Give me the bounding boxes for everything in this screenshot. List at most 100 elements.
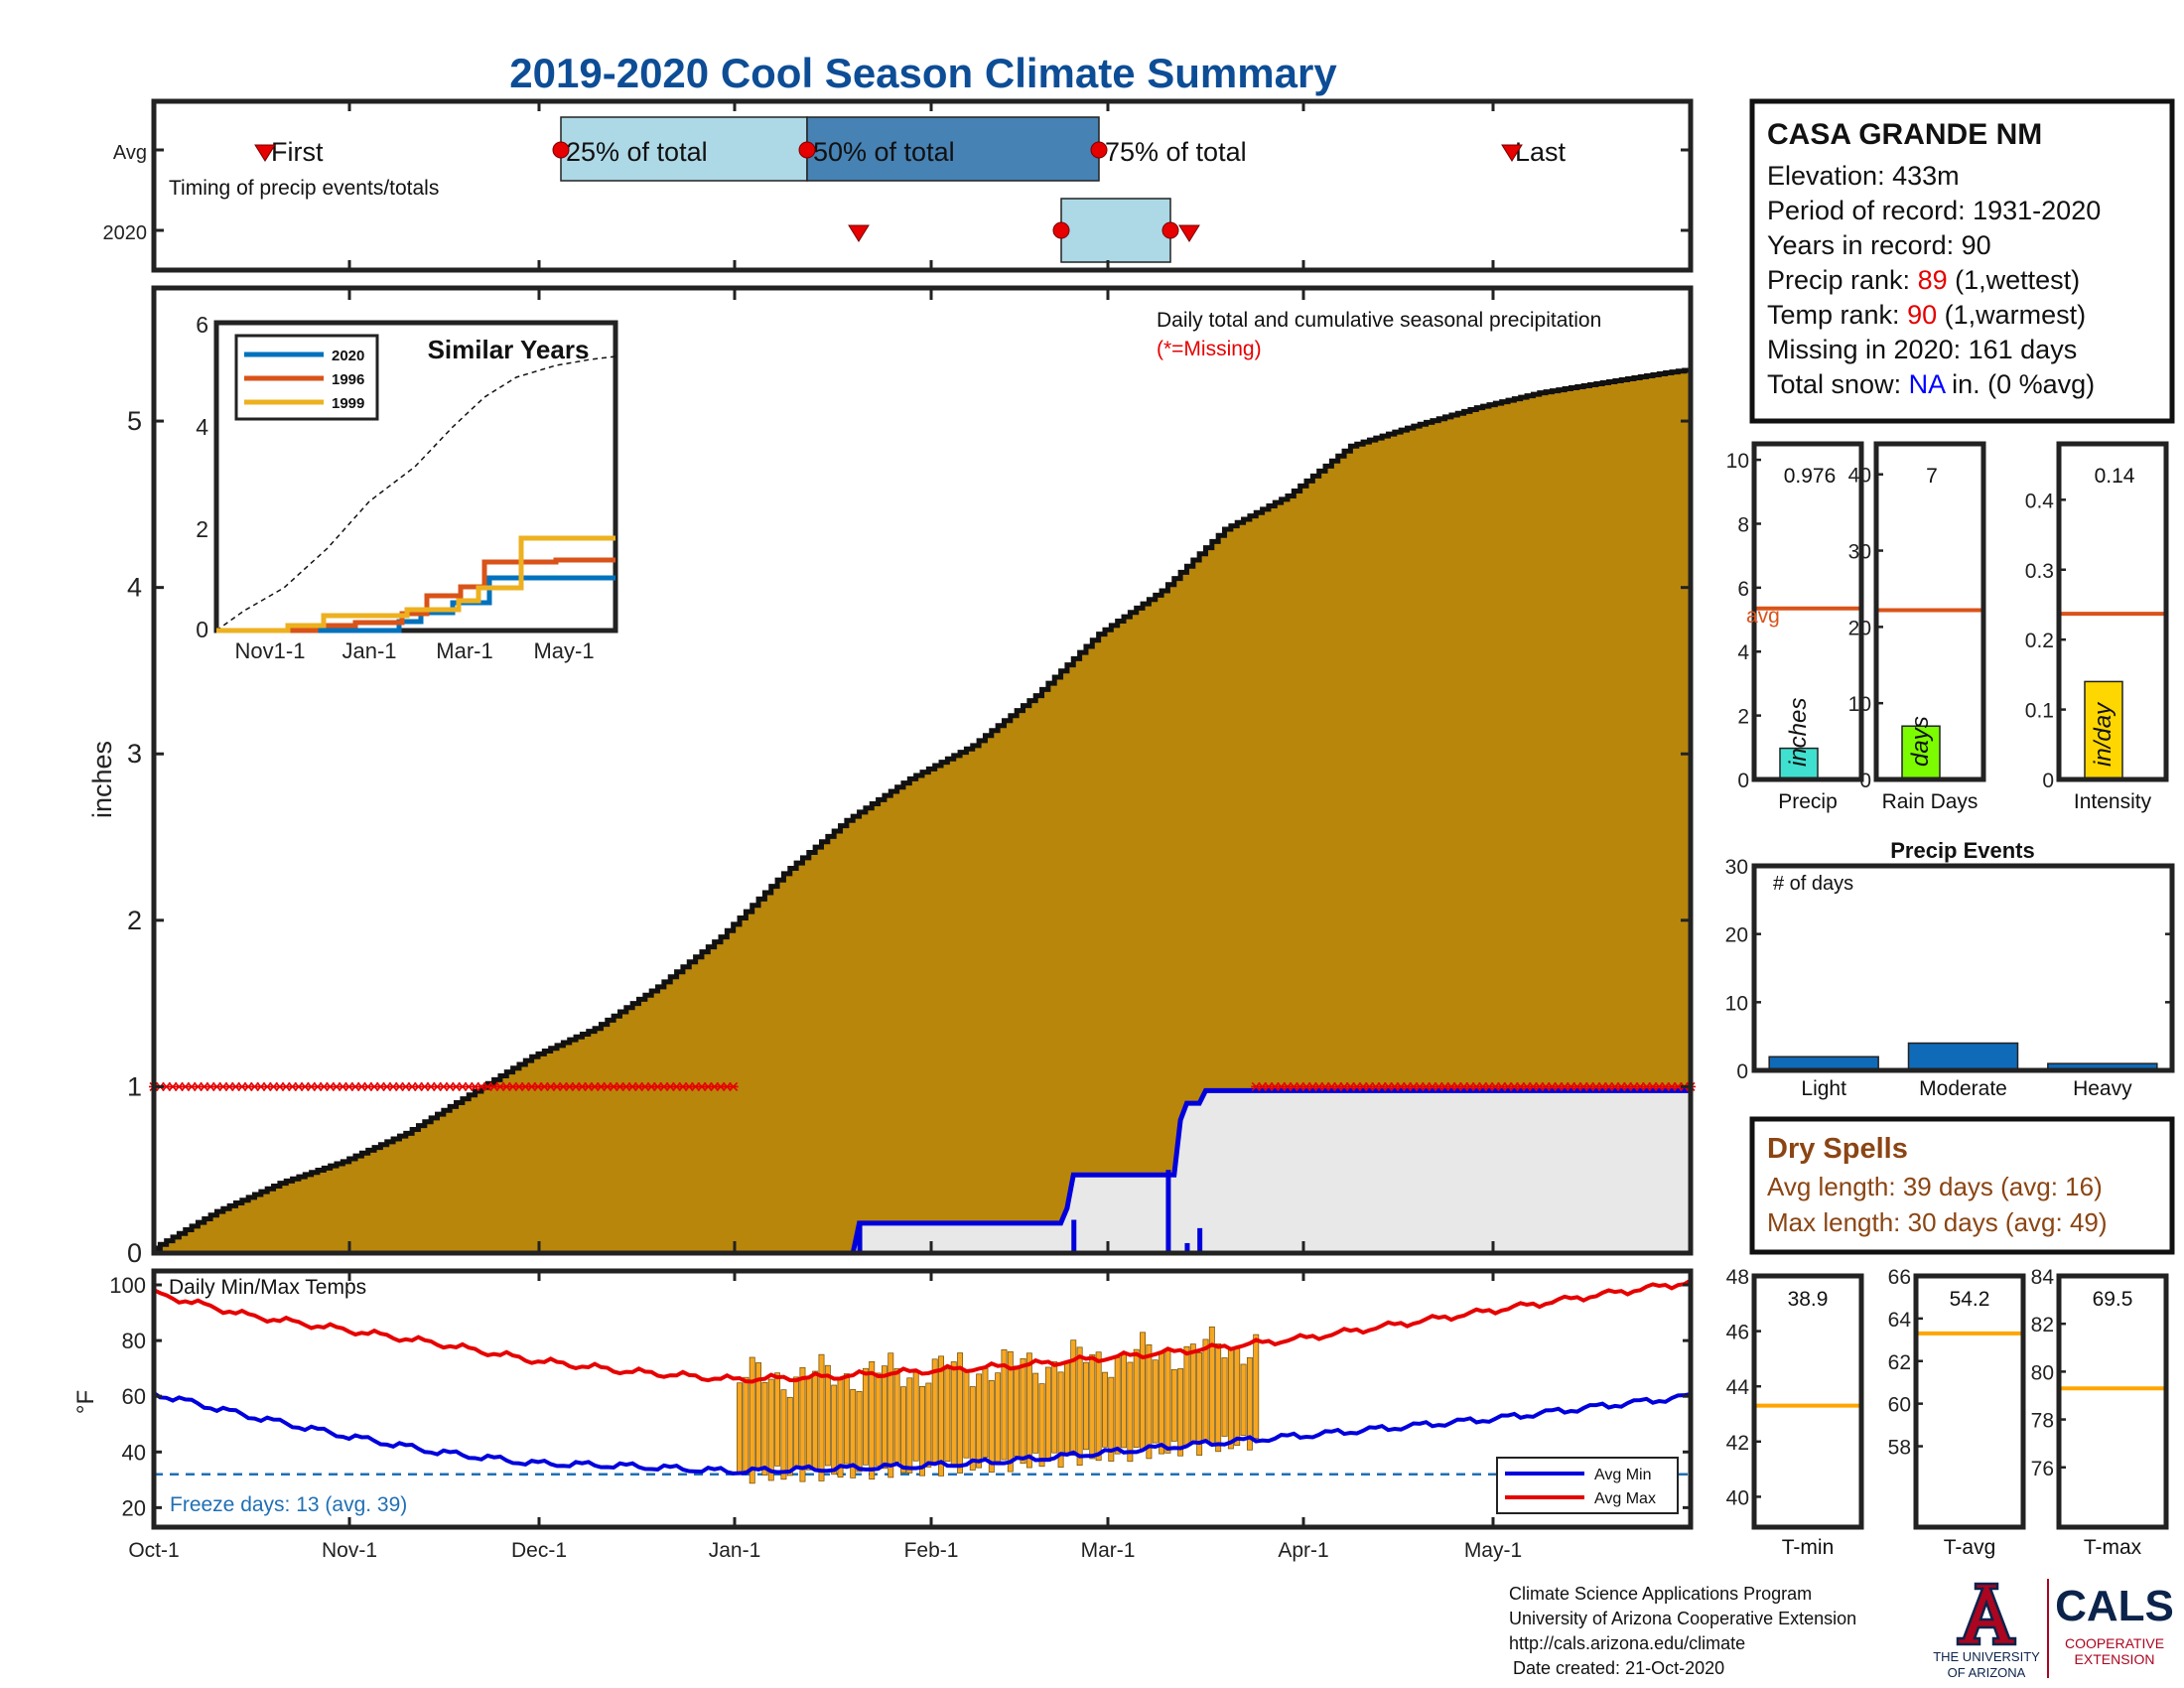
temp-ytick-label: 80 [122,1329,146,1353]
daily-temp-bar [950,1361,957,1468]
station-elevation: Elevation: 433m [1767,161,1960,191]
daily-temp-bar [869,1360,876,1480]
precip-rank-label: Precip rank: [1767,265,1918,295]
credits-line-1: Climate Science Applications Program [1509,1584,1812,1604]
inset-xtick-jan: Jan-1 [341,638,396,663]
event-category-label: Moderate [1919,1077,2007,1100]
temp-stat-value-label: 38.9 [1788,1288,1829,1311]
station-temp-rank: Temp rank: 90 (1,warmest) [1767,300,2086,330]
temp-stat-ytick-label: 84 [2031,1266,2055,1289]
dry-spells-max: Max length: 30 days (avg: 49) [1767,1207,2108,1237]
main-missing-note: (*=Missing) [1157,338,1262,360]
precip-main-panel: 0 1 2 3 4 5 [127,285,1696,1268]
event-category-label: Light [1801,1077,1846,1100]
stat-ytick-label: 6 [1737,578,1749,601]
month-label-may: May-1 [1464,1539,1522,1562]
daily-temp-bar [1253,1334,1260,1440]
stat-unit-label: in/day [2090,701,2116,767]
legend-avg-min-label: Avg Min [1594,1467,1652,1483]
timing-avg-25-marker [552,141,570,159]
daily-precip-bar [1197,1227,1203,1253]
precip-events-panel: Light Moderate Heavy 0 10 20 30 [1725,856,2175,1100]
daily-temp-bar [1051,1361,1058,1454]
events-ytick-label: 30 [1725,856,1748,879]
station-years: Years in record: 90 [1767,230,1991,260]
credits: Climate Science Applications Program Uni… [1509,1584,1856,1678]
stat-ytick-label: 0.1 [2025,700,2054,723]
stat-ytick-label: 10 [1848,693,1871,716]
daily-temp-bar [988,1380,995,1474]
daily-temp-bar [737,1382,743,1475]
stat-value-label: 0.14 [2095,465,2135,488]
temp-stat-ytick-label: 46 [1726,1322,1749,1344]
temp-rank-label: Temp rank: [1767,300,1907,330]
timing-75-label: 75% of total [1105,137,1247,167]
ua-name-line-1: THE UNIVERSITY [1933,1649,2040,1664]
station-box-frame [1749,98,2175,424]
avg-cumulative-outline [154,367,1694,1251]
daily-temp-bar [856,1390,863,1473]
timing-last-label: Last [1515,137,1567,167]
temp-ytick-label: 100 [109,1273,146,1298]
stat-ytick-label: 8 [1737,513,1749,536]
legend-1999-label: 1999 [332,395,364,412]
daily-temp-bar [824,1364,831,1467]
temp-stat-ytick-label: 42 [1726,1432,1749,1455]
temp-rank-note: (1,warmest) [1937,300,2086,330]
event-category-label: Heavy [2073,1077,2132,1100]
credits-line-4: Date created: 21-Oct-2020 [1513,1658,1724,1678]
daily-temp-bar [1140,1332,1146,1452]
stat-ytick-label: 0.2 [2025,630,2054,652]
events-frame [1751,863,2175,1073]
daily-temp-bar [969,1386,976,1471]
daily-temp-bar [925,1382,932,1468]
daily-temp-bar [875,1372,882,1467]
month-label-jan: Jan-1 [709,1539,761,1562]
daily-temp-bar [1240,1363,1247,1436]
temp-stat-name-label: T-min [1782,1536,1835,1559]
temp-stat-ytick-label: 58 [1888,1437,1911,1460]
daily-temp-bar [1234,1347,1241,1446]
temperature-panel: 20 40 60 80 100 [109,1268,1694,1530]
daily-temp-bar [1127,1361,1134,1463]
events-title: Precip Events [1890,838,2035,863]
daily-temp-bar [931,1358,938,1464]
month-axis: Oct-1 Nov-1 Dec-1 Jan-1 Feb-1 Mar-1 Apr-… [128,1539,1522,1562]
daily-temp-bar [1114,1356,1121,1455]
daily-temp-bar [1044,1366,1051,1463]
timing-50-label: 50% of total [813,137,955,167]
daily-temp-bar [793,1376,800,1468]
credits-line-2: University of Arizona Cooperative Extens… [1509,1609,1856,1628]
daily-temp-bar [976,1373,983,1469]
daily-temp-bar [761,1381,768,1476]
daily-temp-bar [1183,1345,1190,1447]
daily-temp-bar [843,1373,850,1465]
events-ytick-label: 20 [1725,924,1748,947]
timing-avg-75-marker [1090,141,1108,159]
inset-ytick-6: 6 [196,312,208,338]
stat-frame [1873,441,1986,782]
daily-temp-bar [767,1378,774,1481]
daily-temp-bar [1227,1346,1234,1450]
daily-temp-bar [919,1385,925,1477]
daily-temp-bar [1032,1372,1039,1454]
timing-box-2020 [1060,198,1171,263]
stat-bar-1 [1779,747,1819,780]
events-ytick-label: 0 [1736,1060,1748,1083]
precip-stat-panels: 0 2 4 6 8 10 0.976 Precip inches avg 0 10 20 30 40 7 Rai… [1726,441,2169,813]
inset-xtick-nov: Nov1-1 [235,638,306,663]
temp-stat-value-label: 54.2 [1950,1288,1990,1311]
legend-1996-label: 1996 [332,371,364,388]
daily-temp-bar [1089,1354,1096,1460]
temp-stat-ytick-label: 82 [2031,1314,2054,1336]
ua-name-line-2: OF ARIZONA [1948,1665,2026,1680]
daily-temp-bar [831,1384,838,1476]
event-bar-moderate [1907,1042,2019,1071]
daily-temp-bar [1121,1352,1127,1449]
station-precip-rank: Precip rank: 89 (1,wettest) [1767,265,2080,295]
daily-temp-bar [1095,1351,1102,1462]
stat-frame [1751,441,1864,782]
main-plot-frame [151,285,1694,1256]
daily-temp-bar [1014,1365,1021,1458]
stat-ytick-label: 0 [1737,770,1749,792]
